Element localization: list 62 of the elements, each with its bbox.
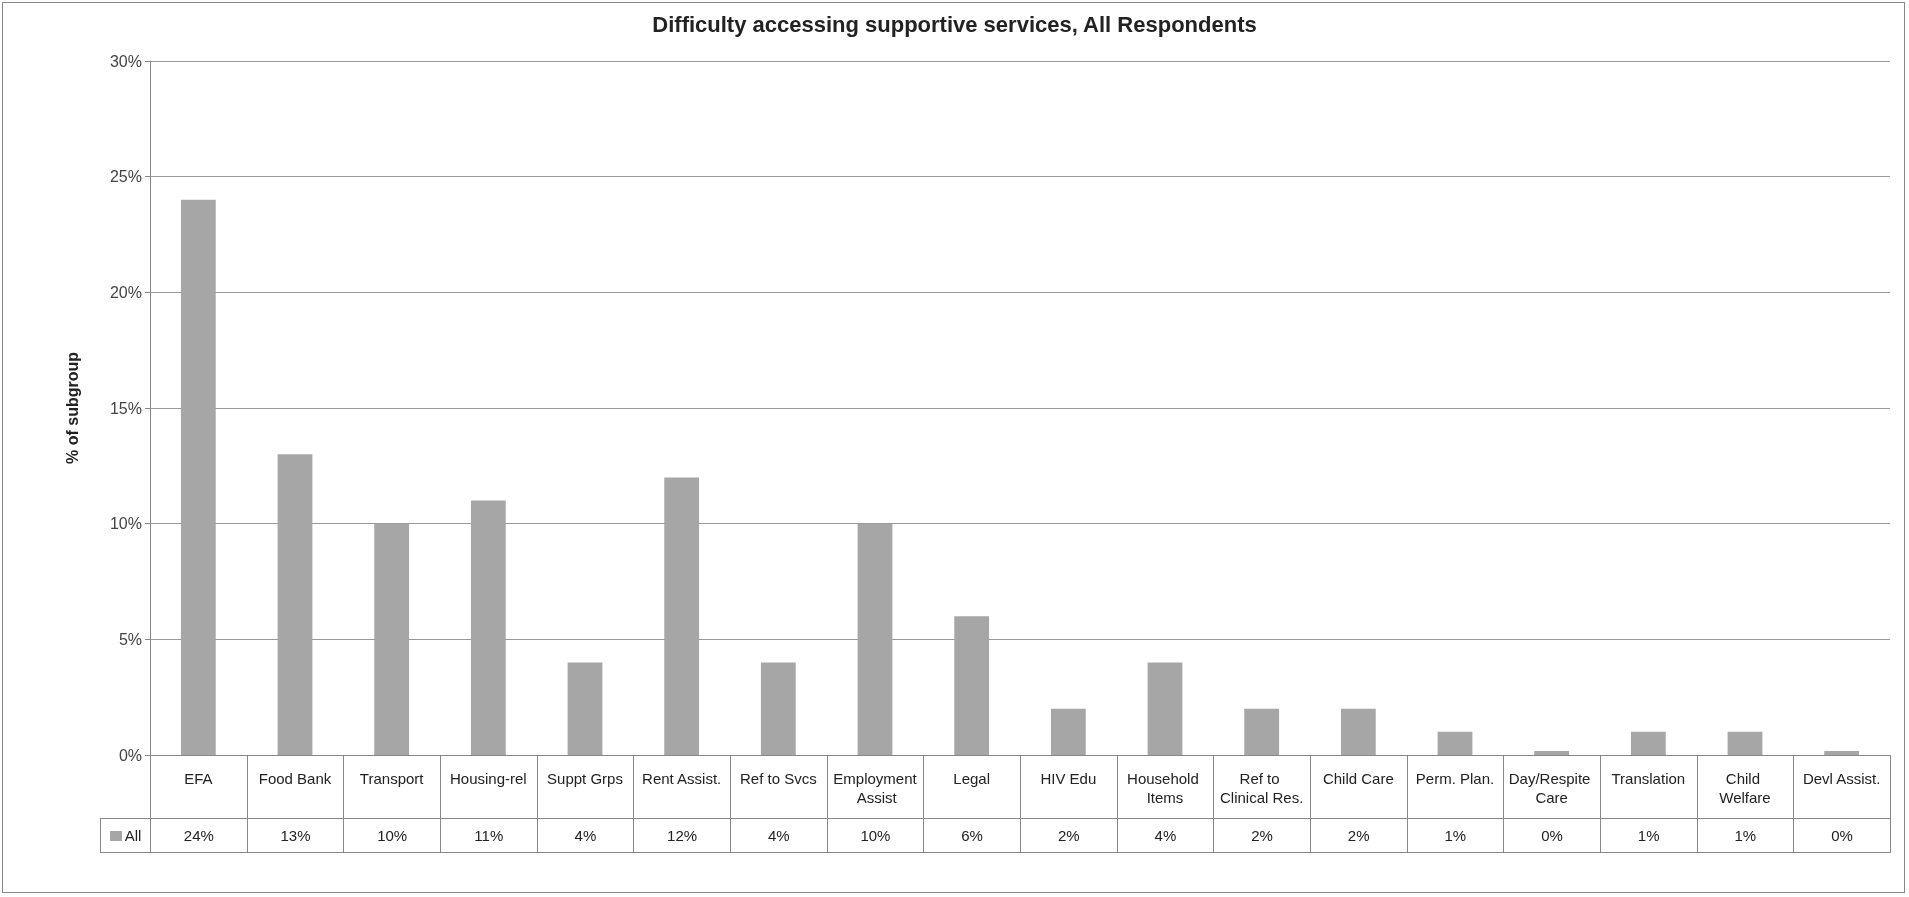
y-tick-label: 15%: [109, 399, 142, 417]
y-tick-label: 20%: [109, 283, 142, 301]
x-tick-label: Housing-rel: [449, 770, 527, 787]
data-label: 1%: [1697, 818, 1794, 853]
legend-label: All: [100, 818, 151, 853]
data-label: 11%: [440, 818, 538, 853]
x-tick-label: EFA: [184, 770, 213, 787]
chart-title: Difficulty accessing supportive services, All Respondents: [652, 11, 1257, 37]
bar: [954, 616, 990, 755]
data-label: 13%: [247, 818, 344, 853]
data-label: 6%: [923, 818, 1021, 853]
bar: [374, 523, 410, 755]
bar: [1630, 731, 1666, 755]
x-tick-label: Day/Respite Care: [1508, 770, 1595, 806]
x-tick-label: Translation: [1611, 770, 1686, 787]
data-label: 2%: [1310, 818, 1408, 853]
bar: [277, 454, 313, 755]
x-tick-label: Devl Assist.: [1802, 770, 1881, 787]
y-tick-label: 0%: [118, 746, 142, 764]
bar: [664, 477, 700, 755]
y-tick-label: 5%: [118, 630, 142, 648]
bar: [1340, 708, 1376, 755]
bar: [1244, 708, 1280, 755]
y-axis-title: % of subgroup: [63, 351, 81, 464]
x-tick-label: Suppt Grps: [547, 770, 623, 787]
bar: [1147, 662, 1183, 755]
bar: [857, 523, 893, 755]
data-label: 10%: [827, 818, 924, 853]
data-label: 2%: [1213, 818, 1311, 853]
x-tick-label: Child Welfare: [1719, 770, 1771, 806]
bar: [567, 662, 603, 755]
x-tick-label: Transport: [359, 770, 425, 787]
data-label: 12%: [633, 818, 731, 853]
x-tick-label: Food Bank: [258, 770, 332, 787]
y-tick-label: 25%: [109, 168, 142, 186]
bar: [180, 199, 216, 755]
y-tick-label: 10%: [109, 515, 142, 533]
x-tick-label: Child Care: [1322, 770, 1394, 787]
data-label: 24%: [150, 818, 248, 853]
data-label: 0%: [1503, 818, 1601, 853]
x-tick-label: Employment Assist: [833, 770, 918, 806]
data-label: 2%: [1020, 818, 1118, 853]
data-label: 4%: [730, 818, 828, 853]
x-tick-label: Legal: [953, 770, 991, 787]
y-tick-label: 30%: [109, 52, 142, 70]
x-tick-label: Rent Assist.: [642, 770, 722, 787]
bar: [760, 662, 796, 755]
x-tick-label: Perm. Plan.: [1415, 770, 1495, 787]
data-label: 1%: [1407, 818, 1504, 853]
x-tick-label: Household Items: [1127, 770, 1203, 806]
bar: [1437, 731, 1473, 755]
data-label: 10%: [343, 818, 441, 853]
data-label: 0%: [1793, 818, 1891, 853]
bar: [1050, 708, 1086, 755]
x-tick-label: Ref to Svcs: [739, 770, 817, 787]
x-tick-label: HIV Edu: [1040, 770, 1097, 787]
bar: [470, 500, 506, 755]
data-label: 4%: [1117, 818, 1214, 853]
data-label: 4%: [537, 818, 634, 853]
x-tick-label: Ref to Clinical Res.: [1219, 770, 1304, 806]
data-label: 1%: [1600, 818, 1697, 853]
bar: [1727, 731, 1763, 755]
